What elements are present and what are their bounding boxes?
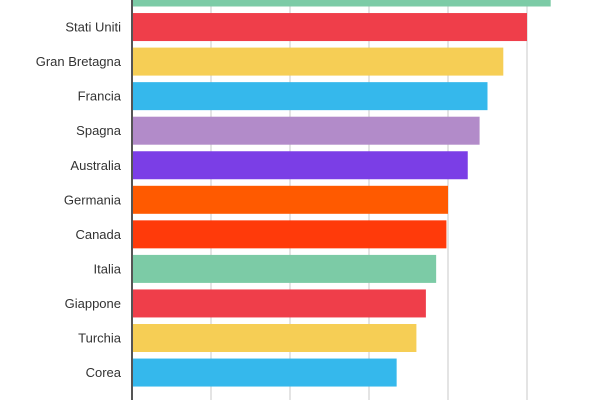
bar — [132, 358, 397, 387]
bar — [132, 13, 527, 42]
category-label: Spagna — [76, 123, 122, 138]
bar — [132, 0, 551, 7]
bar — [132, 116, 480, 145]
bars — [132, 0, 551, 387]
bar — [132, 185, 448, 214]
category-label: Turchia — [78, 331, 122, 346]
category-label: Francia — [78, 89, 122, 104]
bar — [132, 220, 447, 249]
category-label: Australia — [70, 158, 121, 173]
category-label: Canada — [75, 227, 121, 242]
category-label: Germania — [64, 192, 122, 207]
bar — [132, 254, 437, 283]
bar — [132, 289, 426, 318]
bar — [132, 151, 468, 180]
category-label: Giappone — [65, 296, 121, 311]
category-label: Stati Uniti — [65, 20, 121, 35]
category-label: Gran Bretagna — [36, 54, 122, 69]
category-label: Corea — [86, 365, 122, 380]
bar — [132, 47, 504, 76]
category-label: Italia — [94, 261, 122, 276]
bar — [132, 324, 417, 352]
bar — [132, 82, 488, 111]
